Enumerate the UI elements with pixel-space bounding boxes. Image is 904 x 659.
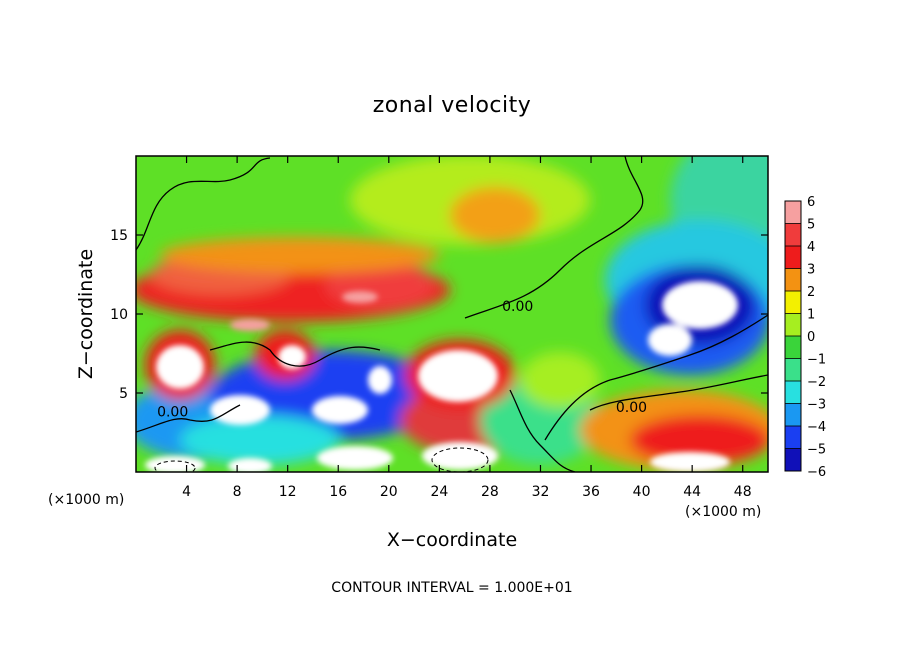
x-axis-ticks: 4 8 12 16 20 24 28 32 36 40 44 48	[182, 156, 752, 500]
colorbar-label: 2	[807, 285, 815, 300]
y-tick-label: 5	[119, 386, 128, 402]
colorbar-swatch	[785, 201, 801, 224]
colorbar-swatch	[785, 223, 801, 247]
heatmap-field	[136, 156, 768, 472]
colorbar-swatch	[785, 313, 801, 337]
x-tick-label: 24	[430, 484, 448, 500]
x-tick-label: 44	[683, 484, 701, 500]
x-unit-left: (×1000 m)	[48, 492, 124, 508]
x-tick-label: 28	[481, 484, 499, 500]
contour-interval-note: CONTOUR INTERVAL = 1.000E+01	[331, 580, 572, 596]
x-tick-label: 36	[582, 484, 600, 500]
x-axis-label: X−coordinate	[387, 529, 517, 551]
x-tick-label: 48	[734, 484, 752, 500]
colorbar-label: −4	[807, 420, 826, 435]
contour-label: 0.00	[157, 405, 188, 421]
contour-label: 0.00	[502, 299, 533, 315]
colorbar-label: 5	[807, 218, 815, 233]
colorbar-label: 1	[807, 308, 815, 323]
colorbar-swatch	[785, 358, 801, 382]
x-tick-label: 32	[532, 484, 550, 500]
colorbar: 6 5 4 3 2 1 0 −1 −2 −3 −4 −5 −6	[784, 195, 826, 480]
colorbar-swatch	[785, 448, 801, 472]
x-tick-label: 40	[633, 484, 651, 500]
colorbar-swatch	[785, 268, 801, 292]
chart-title: zonal velocity	[373, 93, 532, 118]
colorbar-swatch	[785, 403, 801, 427]
x-tick-label: 20	[380, 484, 398, 500]
colorbar-label: 6	[807, 195, 815, 210]
zero-contours	[136, 156, 768, 472]
colorbar-label: −3	[807, 398, 826, 413]
colorbar-label: −5	[807, 443, 826, 458]
colorbar-swatch	[785, 291, 801, 314]
colorbar-swatch	[785, 336, 801, 359]
contour-label: 0.00	[616, 400, 647, 416]
colorbar-label: −6	[807, 465, 826, 480]
x-tick-label: 12	[279, 484, 297, 500]
x-tick-label: 16	[329, 484, 347, 500]
colorbar-label: 4	[807, 240, 815, 255]
x-tick-label: 8	[233, 484, 242, 500]
colorbar-label: 3	[807, 263, 815, 278]
colorbar-label: 0	[807, 330, 815, 345]
x-tick-label: 4	[182, 484, 191, 500]
y-axis-ticks: 5 10 15	[110, 228, 768, 402]
colorbar-swatch	[785, 246, 801, 269]
colorbar-swatch	[785, 381, 801, 404]
y-tick-label: 15	[110, 228, 128, 244]
colorbar-label: −2	[807, 375, 826, 390]
contour-labels: 0.00 0.00 0.00	[157, 299, 647, 421]
y-axis-label: Z−coordinate	[75, 249, 97, 379]
colorbar-swatch	[785, 426, 801, 449]
colorbar-label: −1	[807, 353, 826, 368]
x-unit-right: (×1000 m)	[685, 504, 761, 520]
negative-contours	[154, 447, 489, 472]
y-tick-label: 10	[110, 307, 128, 323]
